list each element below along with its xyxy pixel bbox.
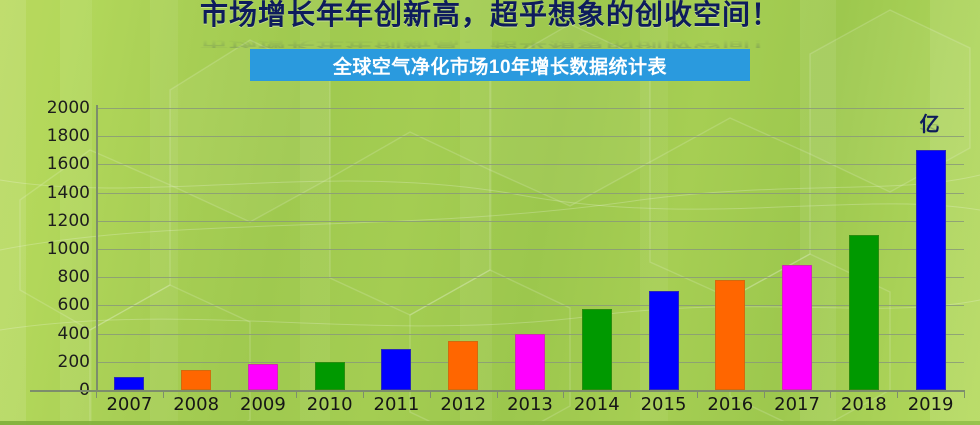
x-axis-tick-label: 2011	[373, 394, 420, 415]
x-axis-tick-label: 2016	[707, 394, 754, 415]
x-axis-tick	[96, 390, 97, 398]
bar-2009	[247, 363, 278, 390]
x-axis-tick	[964, 390, 965, 398]
bottom-strip	[0, 421, 980, 425]
y-axis-tick-label: 2000	[46, 98, 90, 118]
bar-2007	[114, 377, 145, 390]
gridline	[96, 277, 964, 279]
x-axis-tick-label: 2007	[106, 394, 153, 415]
unit-label: 亿	[919, 114, 940, 136]
y-axis-tick-label: 1000	[46, 239, 90, 259]
bar-2018	[848, 234, 879, 390]
headline-text: 市场增长年年创新高，超乎想象的创收空间！	[199, 0, 780, 30]
x-axis-tick-label: 2009	[240, 394, 286, 415]
x-axis-tick	[363, 390, 365, 398]
x-axis-tick	[229, 390, 231, 398]
x-axis-tick	[630, 390, 632, 398]
x-axis-tick-label: 2010	[306, 394, 353, 415]
x-axis-tick-label: 2008	[173, 394, 220, 415]
x-axis-tick	[563, 390, 565, 398]
bar-2013	[515, 333, 545, 390]
bar-2016	[715, 280, 746, 390]
bar-2019	[915, 150, 946, 390]
x-axis-tick	[162, 390, 164, 398]
bar-2017	[782, 264, 813, 390]
subtitle-bar: 全球空气净化市场10年增长数据统计表	[250, 49, 750, 81]
bar-2015	[648, 291, 679, 390]
x-axis-tick-label: 2013	[507, 394, 553, 415]
plot-area	[96, 108, 964, 391]
x-axis-labels: 2007 2008 2009 2010 2011 2012 2013 2014 2015 2016…	[96, 394, 964, 424]
x-axis-tick-label: 2018	[840, 394, 887, 415]
y-axis-tick-label: 800	[57, 267, 90, 288]
x-axis-tick-label: 2019	[907, 394, 954, 415]
y-axis-tick-label: 1400	[46, 182, 90, 203]
x-axis-tick-label: 2015	[640, 394, 687, 415]
gridline	[96, 164, 964, 166]
unit-label-reflection: 亿	[919, 122, 940, 132]
x-axis-tick	[763, 390, 765, 398]
x-axis-tick	[830, 390, 832, 398]
gridline	[96, 220, 964, 222]
y-axis-tick-label: 1800	[46, 126, 90, 147]
x-axis-tick-label: 2017	[774, 394, 820, 415]
y-axis-tick-label: 200	[57, 351, 90, 372]
gridline	[96, 108, 964, 109]
x-axis-tick	[429, 390, 431, 398]
bar-2012	[448, 341, 479, 390]
gridline	[96, 249, 964, 250]
headline-reflection: 市场增长年年创新高，超乎想象的创收空间！	[199, 37, 780, 52]
gridline	[96, 305, 964, 307]
x-axis-tick-label: 2012	[440, 394, 487, 415]
y-axis-line	[96, 105, 98, 392]
y-axis-tick-label: 1600	[46, 154, 90, 175]
bar-2010	[314, 361, 345, 390]
y-axis-tick-label: 600	[57, 295, 90, 316]
x-axis-tick	[696, 390, 698, 398]
bar-2014	[581, 308, 612, 390]
x-axis-tick	[897, 390, 899, 398]
gridline	[96, 192, 964, 194]
x-axis-tick-label: 2014	[573, 394, 620, 415]
gridline	[96, 136, 964, 138]
bar-2008	[181, 370, 212, 390]
headline-block: 市场增长年年创新高，超乎想象的创收空间！ 市场增长年年创新高，超乎想象的创收空间…	[0, 0, 980, 66]
y-axis-tick-label: 1200	[46, 210, 90, 231]
bar-2011	[381, 349, 412, 390]
x-axis-tick	[496, 390, 498, 398]
x-axis-tick	[296, 390, 298, 398]
y-axis-tick-label: 400	[57, 323, 90, 344]
subtitle-text: 全球空气净化市场10年增长数据统计表	[332, 56, 668, 78]
y-axis-labels: 0200400600800100012001400160018002000	[0, 98, 90, 400]
